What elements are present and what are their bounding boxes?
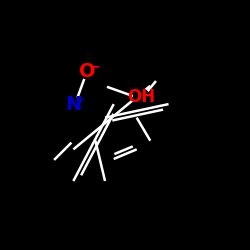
Text: OH: OH [128,88,156,106]
Circle shape [80,64,94,79]
Text: +: + [76,95,85,105]
Circle shape [66,97,81,112]
Text: N: N [65,94,82,114]
Text: O: O [78,62,95,81]
Circle shape [134,89,150,106]
Text: −: − [90,61,100,74]
